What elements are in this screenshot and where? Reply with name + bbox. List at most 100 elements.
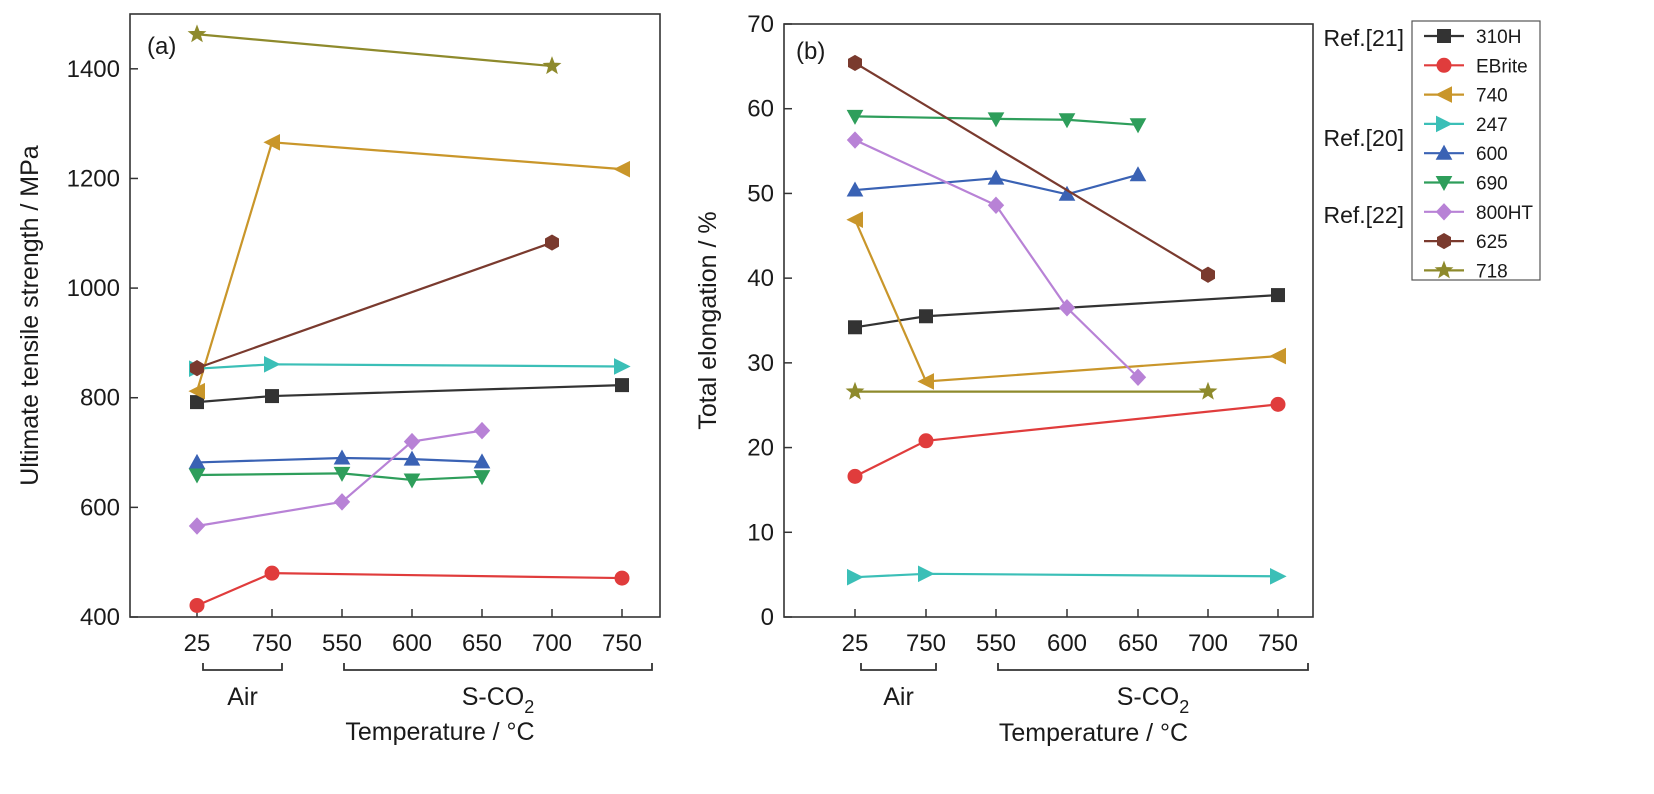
series-line-690 xyxy=(854,115,1139,126)
legend-label: 247 xyxy=(1476,115,1508,136)
x-tick-label: 600 xyxy=(392,630,432,657)
legend-label: 600 xyxy=(1476,144,1508,165)
panel-b-label: (b) xyxy=(796,38,825,65)
y-tick-label: 1400 xyxy=(67,56,120,83)
series-line-800ht xyxy=(196,429,483,528)
data-point-ebrite xyxy=(847,468,863,484)
group-bracket xyxy=(860,663,937,671)
panel-a-x-axis-label: Temperature / °C xyxy=(345,718,534,746)
series-line-ebrite xyxy=(854,403,1279,478)
legend-marker-625 xyxy=(1437,233,1451,250)
data-point-600 xyxy=(1129,166,1147,182)
series-line-690 xyxy=(196,472,483,482)
data-point-800ht xyxy=(1129,368,1147,386)
legend-label: 740 xyxy=(1476,86,1508,107)
panel-a-y-axis-label: Ultimate tensile strength / MPa xyxy=(16,145,44,486)
y-tick-label: 800 xyxy=(80,385,120,412)
data-point-625 xyxy=(190,360,204,377)
data-point-740 xyxy=(917,373,934,390)
series-line-600 xyxy=(854,173,1139,196)
data-point-800ht xyxy=(1058,299,1076,317)
legend-label: EBrite xyxy=(1476,56,1528,77)
series-line-800ht xyxy=(854,139,1139,379)
legend-entry-ebrite: EBrite xyxy=(1424,56,1528,77)
data-point-247 xyxy=(847,568,864,586)
series-line-600 xyxy=(196,456,483,464)
panel-b-plot-frame xyxy=(783,23,1314,618)
x-tick-label: 650 xyxy=(462,630,502,657)
series-ebrite xyxy=(189,565,630,613)
legend-marker-247 xyxy=(1436,115,1453,133)
data-point-ebrite xyxy=(189,597,205,613)
legend-marker-310h xyxy=(1437,29,1451,43)
x-tick-label: 750 xyxy=(602,630,642,657)
legend: 310H EBrite 740 247 600 690 800HT 625 718 Ref.[2… xyxy=(1323,20,1541,282)
legend-entry-310h: 310H xyxy=(1424,27,1521,48)
y-tick-label: 20 xyxy=(747,435,774,462)
series-310h xyxy=(848,288,1285,335)
x-tick-label: 550 xyxy=(322,630,362,657)
series-line-625 xyxy=(196,241,553,370)
data-point-718 xyxy=(542,56,562,75)
panel-b-x-groups: Air S-CO2 xyxy=(860,663,1309,717)
data-point-690 xyxy=(987,112,1005,128)
series-740 xyxy=(188,133,630,400)
reference-label: Ref.[20] xyxy=(1323,125,1404,151)
legend-marker-800ht xyxy=(1435,203,1453,221)
data-point-600 xyxy=(403,450,421,466)
series-625 xyxy=(190,234,559,377)
data-point-600 xyxy=(987,169,1005,185)
panel-a-uts-chart: 400 600 800 1000 1200 1400 25 750 550 600 650 700 7… xyxy=(16,13,661,746)
y-tick-label: 50 xyxy=(747,180,774,207)
series-718 xyxy=(845,381,1218,400)
panel-a-x-axis: 25 750 550 600 650 700 750 xyxy=(184,609,642,657)
panel-a-y-axis: 400 600 800 1000 1200 1400 xyxy=(67,56,138,631)
panel-b-series xyxy=(845,54,1287,586)
legend-label: 690 xyxy=(1476,174,1508,195)
group-label: S-CO2 xyxy=(1117,683,1190,717)
data-point-ebrite xyxy=(1270,396,1286,412)
data-point-ebrite xyxy=(614,570,630,586)
y-tick-label: 400 xyxy=(80,604,120,631)
series-line-247 xyxy=(196,363,623,370)
data-point-625 xyxy=(545,234,559,251)
data-point-690 xyxy=(1129,118,1147,134)
x-tick-label: 750 xyxy=(252,630,292,657)
y-tick-label: 1200 xyxy=(67,165,120,192)
legend-entry-800ht: 800HT xyxy=(1424,203,1533,224)
series-740 xyxy=(846,211,1286,390)
panel-b-y-axis-label: Total elongation / % xyxy=(694,211,722,429)
panel-b-x-axis-label: Temperature / °C xyxy=(999,719,1188,747)
data-point-690 xyxy=(403,473,421,489)
data-point-690 xyxy=(846,109,864,125)
y-tick-label: 30 xyxy=(747,350,774,377)
data-point-800ht xyxy=(188,517,206,535)
data-point-740 xyxy=(846,211,863,228)
legend-entry-600: 600 xyxy=(1424,144,1508,165)
group-label-text: Air xyxy=(227,683,258,711)
data-point-740 xyxy=(263,133,280,151)
data-point-247 xyxy=(918,565,935,583)
legend-entry-247: 247 xyxy=(1424,115,1508,136)
series-line-740 xyxy=(195,141,623,392)
series-line-625 xyxy=(854,62,1209,276)
data-point-740 xyxy=(188,382,205,400)
series-690 xyxy=(188,466,491,489)
data-point-247 xyxy=(614,358,631,375)
legend-label: 718 xyxy=(1476,261,1508,282)
panel-b-y-axis: 0 10 20 30 40 50 60 70 xyxy=(747,11,792,631)
series-310h xyxy=(190,378,629,410)
x-tick-label: 700 xyxy=(532,630,572,657)
series-718 xyxy=(187,24,562,75)
series-line-ebrite xyxy=(196,572,623,607)
y-tick-label: 1000 xyxy=(67,275,120,302)
data-point-310h xyxy=(848,320,862,335)
data-point-718 xyxy=(187,24,207,43)
data-point-ebrite xyxy=(918,433,934,449)
panel-a-series xyxy=(187,24,631,613)
data-point-800ht xyxy=(846,131,864,149)
legend-entry-690: 690 xyxy=(1424,174,1508,195)
series-800ht xyxy=(188,421,491,535)
group-bracket xyxy=(202,663,283,671)
